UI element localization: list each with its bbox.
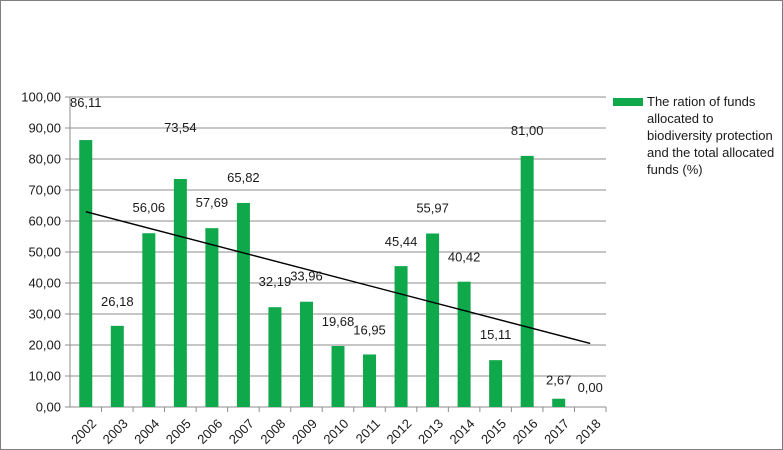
bar [110, 325, 124, 407]
x-tick-label: 2007 [226, 416, 257, 447]
data-label: 0,00 [578, 380, 603, 395]
data-label: 2,67 [546, 373, 571, 388]
data-label: 16,95 [353, 322, 386, 337]
gridlines [69, 96, 606, 408]
x-tick-label: 2003 [100, 416, 131, 447]
data-label: 40,42 [448, 250, 481, 265]
data-label: 65,82 [227, 170, 260, 185]
x-tick-label: 2011 [353, 416, 383, 446]
y-tick-label: 70,00 [28, 183, 61, 198]
bar [394, 266, 408, 407]
data-label: 57,69 [196, 195, 229, 210]
y-axis-ticks: 0,00 10,00 20,00 30,00 40,00 50,00 60,00 70,00 8… [21, 90, 70, 415]
y-tick-label: 40,00 [28, 276, 61, 291]
data-label: 56,06 [133, 200, 166, 215]
x-tick-label: 2017 [541, 416, 572, 447]
y-tick-label: 60,00 [28, 214, 61, 229]
bar [299, 301, 313, 407]
y-tick-label: 30,00 [28, 307, 61, 322]
data-label: 33,96 [290, 269, 323, 284]
y-tick-label: 100,00 [21, 90, 61, 105]
x-tick-label: 2014 [447, 416, 478, 447]
x-tick-label: 2016 [510, 416, 541, 447]
y-tick-label: 0,00 [36, 400, 61, 415]
bar [457, 281, 471, 407]
data-label: 26,18 [101, 294, 134, 309]
y-tick-label: 90,00 [28, 121, 61, 136]
legend-label: The ration of funds allocated to biodive… [647, 94, 775, 177]
y-tick-label: 50,00 [28, 245, 61, 260]
x-tick-label: 2002 [68, 416, 99, 447]
x-tick-label: 2009 [289, 416, 320, 447]
x-tick-label: 2008 [257, 416, 288, 447]
data-labels: 86,11 26,18 56,06 73,54 57,69 65,82 32,1933,96… [70, 95, 603, 395]
x-tick-label: 2004 [131, 416, 162, 447]
legend-swatch [613, 98, 643, 106]
bar [331, 345, 345, 407]
x-tick-label: 2018 [573, 416, 604, 447]
data-label: 73,54 [164, 120, 197, 135]
bar [489, 360, 503, 407]
bar [236, 202, 250, 407]
x-tick-label: 2013 [415, 416, 446, 447]
bar [552, 398, 566, 407]
bar [268, 307, 282, 407]
y-tick-label: 20,00 [28, 338, 61, 353]
x-tick-label: 2015 [478, 416, 509, 447]
trend-line [85, 211, 591, 345]
bar [205, 228, 219, 407]
data-label: 19,68 [322, 314, 355, 329]
y-tick-label: 80,00 [28, 152, 61, 167]
bar [142, 233, 156, 407]
trendline [85, 211, 591, 345]
x-tick-label: 2010 [320, 416, 351, 447]
data-label: 86,11 [70, 95, 102, 110]
x-tick-label: 2012 [383, 416, 414, 447]
bar [79, 140, 93, 407]
bar [363, 354, 377, 407]
x-tick-label: 2005 [163, 416, 194, 447]
x-axis-ticks: 2002 2003 2004 2005 2006 2007 2008 2009 2010 2011… [68, 407, 607, 447]
x-tick-label: 2006 [194, 416, 225, 447]
data-label: 15,11 [480, 327, 512, 342]
data-label: 55,97 [416, 200, 449, 215]
data-label: 45,44 [385, 234, 418, 249]
bar [173, 179, 187, 407]
bar [426, 233, 440, 407]
data-label: 32,19 [259, 274, 292, 289]
bar [520, 155, 534, 407]
data-label: 81,00 [511, 123, 544, 138]
legend: The ration of funds allocated to biodive… [613, 93, 779, 178]
y-tick-label: 10,00 [28, 369, 61, 384]
